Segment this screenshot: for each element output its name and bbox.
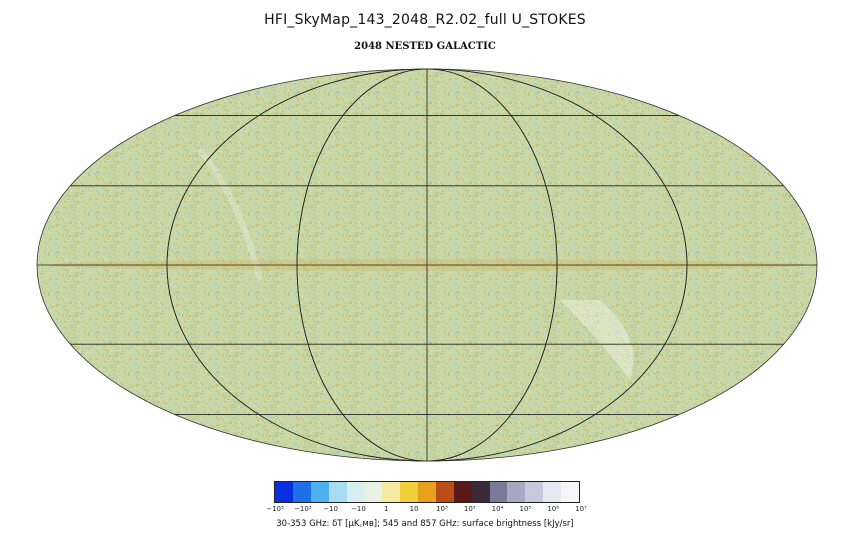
colorbar-tick-label: −10 bbox=[323, 505, 339, 513]
colorbar-tick-label: 10 bbox=[409, 505, 419, 513]
colorbar-segment bbox=[310, 482, 329, 502]
colorbar-tick-label: −10³ bbox=[294, 505, 312, 513]
colorbar-segment bbox=[525, 482, 544, 502]
colorbar-segment bbox=[400, 482, 418, 502]
colorbar-label: 30-353 GHz: δT [μK꜀ᴍʙ]; 545 and 857 GHz:… bbox=[276, 519, 574, 529]
colorbar-segment bbox=[382, 482, 401, 502]
colorbar-tick-label: 10⁴ bbox=[491, 505, 504, 513]
colorbar-tick-label: 10³ bbox=[436, 505, 448, 513]
colorbar-tick-label: 10⁶ bbox=[547, 505, 560, 513]
colorbar bbox=[274, 481, 580, 503]
colorbar-segment bbox=[543, 482, 561, 502]
colorbar-tick-label: 10⁷ bbox=[575, 505, 587, 513]
dust-filament bbox=[197, 148, 263, 281]
map-title: HFI_SkyMap_143_2048_R2.02_full U_STOKES bbox=[264, 12, 586, 28]
colorbar-segment bbox=[435, 482, 454, 502]
colorbar-tick-label: 1 bbox=[384, 505, 389, 513]
colorbar-ticks: −10⁵ −10³ −10 −10 1 10 10³ 10³ 10⁴ 10⁵ 10⁶ 10⁷ bbox=[262, 505, 592, 517]
colorbar-segment bbox=[346, 482, 365, 502]
colorbar-segment bbox=[561, 482, 579, 502]
colorbar-segment bbox=[507, 482, 526, 502]
dust-filament bbox=[560, 300, 634, 380]
colorbar-segment bbox=[471, 482, 490, 502]
colorbar-segment bbox=[275, 482, 293, 502]
colorbar-tick-label: 10⁵ bbox=[519, 505, 532, 513]
colorbar-segment bbox=[328, 482, 347, 502]
colorbar-segment bbox=[364, 482, 383, 502]
colorbar-segment bbox=[292, 482, 311, 502]
map-outline bbox=[36, 68, 818, 462]
map-subtitle: 2048 NESTED GALACTIC bbox=[354, 41, 496, 52]
colorbar-segment bbox=[453, 482, 472, 502]
colorbar-tick-label: −10⁵ bbox=[266, 505, 284, 513]
colorbar-segment bbox=[418, 482, 436, 502]
colorbar-segment bbox=[489, 482, 508, 502]
colorbar-tick-label: 10³ bbox=[463, 505, 476, 513]
colorbar-tick-label: −10 bbox=[351, 505, 366, 513]
